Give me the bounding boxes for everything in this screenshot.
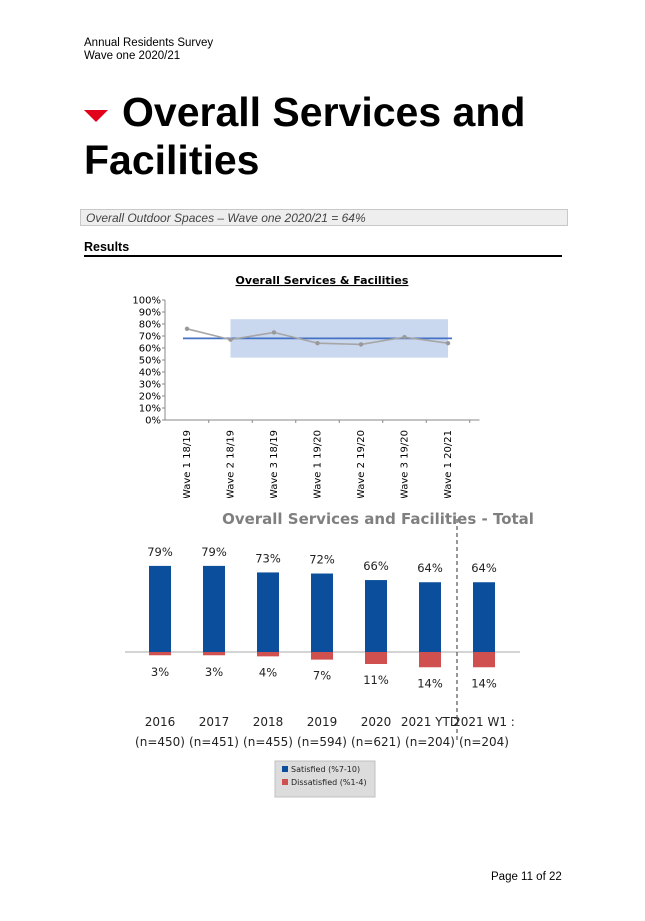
category-label: 2020	[361, 715, 392, 729]
y-tick-label: 40%	[139, 368, 161, 379]
dissatisfied-bar	[149, 652, 171, 656]
category-label: 2019	[307, 715, 338, 729]
legend-swatch	[282, 766, 288, 772]
legend-label: Dissatisfied (%1-4)	[291, 778, 367, 787]
x-tick-label: Wave 3 19/20	[400, 430, 411, 498]
x-tick-label: Wave 3 18/19	[269, 430, 280, 498]
data-point	[184, 326, 190, 331]
category-sample-size: (n=204)	[459, 735, 509, 749]
category-label: 2016	[145, 715, 176, 729]
satisfied-bar	[149, 565, 171, 652]
dissatisfied-value-label: 3%	[205, 665, 223, 679]
satisfied-value-label: 73%	[255, 551, 281, 565]
satisfied-value-label: 64%	[417, 561, 443, 575]
satisfied-value-label: 64%	[471, 561, 497, 575]
line-chart: Overall Services & Facilities 0%10%20%30%…	[132, 274, 480, 498]
survey-name: Annual Residents Survey	[84, 37, 214, 49]
x-tick-label: Wave 1 20/21	[443, 430, 454, 498]
title-line-2: Facilities	[84, 137, 260, 183]
data-point	[402, 335, 407, 340]
category-label: 2017	[199, 715, 230, 729]
y-tick-label: 20%	[139, 392, 161, 403]
satisfied-value-label: 72%	[309, 553, 335, 567]
satisfied-bar	[365, 580, 387, 652]
dissatisfied-bar	[365, 652, 387, 664]
y-tick-label: 50%	[139, 356, 161, 367]
y-tick-label: 0%	[145, 416, 161, 427]
dissatisfied-bar	[473, 652, 495, 668]
satisfied-value-label: 79%	[147, 545, 173, 559]
category-sample-size: (n=204)	[405, 735, 455, 749]
dissatisfied-bar	[257, 652, 279, 657]
dissatisfied-value-label: 14%	[417, 676, 443, 690]
satisfied-value-label: 79%	[201, 545, 227, 559]
results-heading: Results	[84, 240, 562, 257]
x-tick-label: Wave 1 19/20	[313, 430, 324, 498]
page-number: Page 11 of 22	[491, 871, 562, 883]
red-down-triangle-icon	[84, 110, 108, 122]
x-tick-label: Wave 2 18/19	[226, 430, 237, 498]
dissatisfied-value-label: 3%	[151, 665, 169, 679]
category-sample-size: (n=450)	[135, 735, 185, 749]
dissatisfied-bar	[203, 652, 225, 656]
category-label: 2021 W1 :	[453, 715, 515, 729]
data-point	[271, 330, 277, 335]
satisfied-value-label: 66%	[363, 559, 389, 573]
wave-label: Wave one 2020/21	[84, 50, 181, 62]
satisfied-bar	[257, 572, 279, 652]
x-tick-label: Wave 1 18/19	[182, 430, 193, 498]
dissatisfied-value-label: 14%	[471, 676, 497, 690]
chart-title: Overall Services & Facilities	[236, 274, 409, 287]
category-sample-size: (n=451)	[189, 735, 239, 749]
dissatisfied-value-label: 4%	[259, 665, 277, 679]
dissatisfied-bar	[311, 652, 333, 660]
category-label: 2018	[253, 715, 284, 729]
satisfied-bar	[419, 582, 441, 652]
subtitle-box: Overall Outdoor Spaces – Wave one 2020/2…	[80, 209, 568, 226]
data-point	[228, 337, 233, 342]
legend-swatch	[282, 779, 288, 785]
title-line-1: Overall Services and	[122, 89, 526, 135]
y-tick-label: 30%	[139, 380, 161, 391]
dissatisfied-value-label: 7%	[313, 669, 331, 683]
data-point	[358, 342, 364, 347]
y-tick-label: 80%	[139, 320, 161, 331]
category-sample-size: (n=455)	[243, 735, 293, 749]
x-tick-label: Wave 2 19/20	[356, 430, 367, 498]
category-sample-size: (n=594)	[297, 735, 347, 749]
y-tick-label: 90%	[139, 308, 161, 319]
chart-title: Overall Services and Facilities - Total	[222, 510, 534, 528]
y-tick-label: 70%	[139, 332, 161, 343]
legend-box	[274, 760, 376, 798]
bar-chart: Overall Services and Facilities - Total 7…	[125, 510, 534, 798]
category-label: 2021 YTD	[401, 715, 459, 729]
legend-label: Satisfied (%7-10)	[291, 765, 360, 774]
y-tick-label: 100%	[132, 296, 161, 307]
category-sample-size: (n=621)	[351, 735, 401, 749]
page-title: Overall Services and Facilities	[84, 88, 584, 184]
y-tick-label: 60%	[139, 344, 161, 355]
satisfied-bar	[473, 582, 495, 652]
satisfied-bar	[203, 565, 225, 652]
dissatisfied-bar	[419, 652, 441, 668]
dissatisfied-value-label: 11%	[363, 673, 389, 687]
document-header: Annual Residents Survey Wave one 2020/21	[84, 37, 213, 63]
satisfied-bar	[311, 573, 333, 652]
data-point	[445, 341, 451, 346]
data-point	[315, 341, 320, 346]
y-tick-label: 10%	[139, 404, 161, 415]
